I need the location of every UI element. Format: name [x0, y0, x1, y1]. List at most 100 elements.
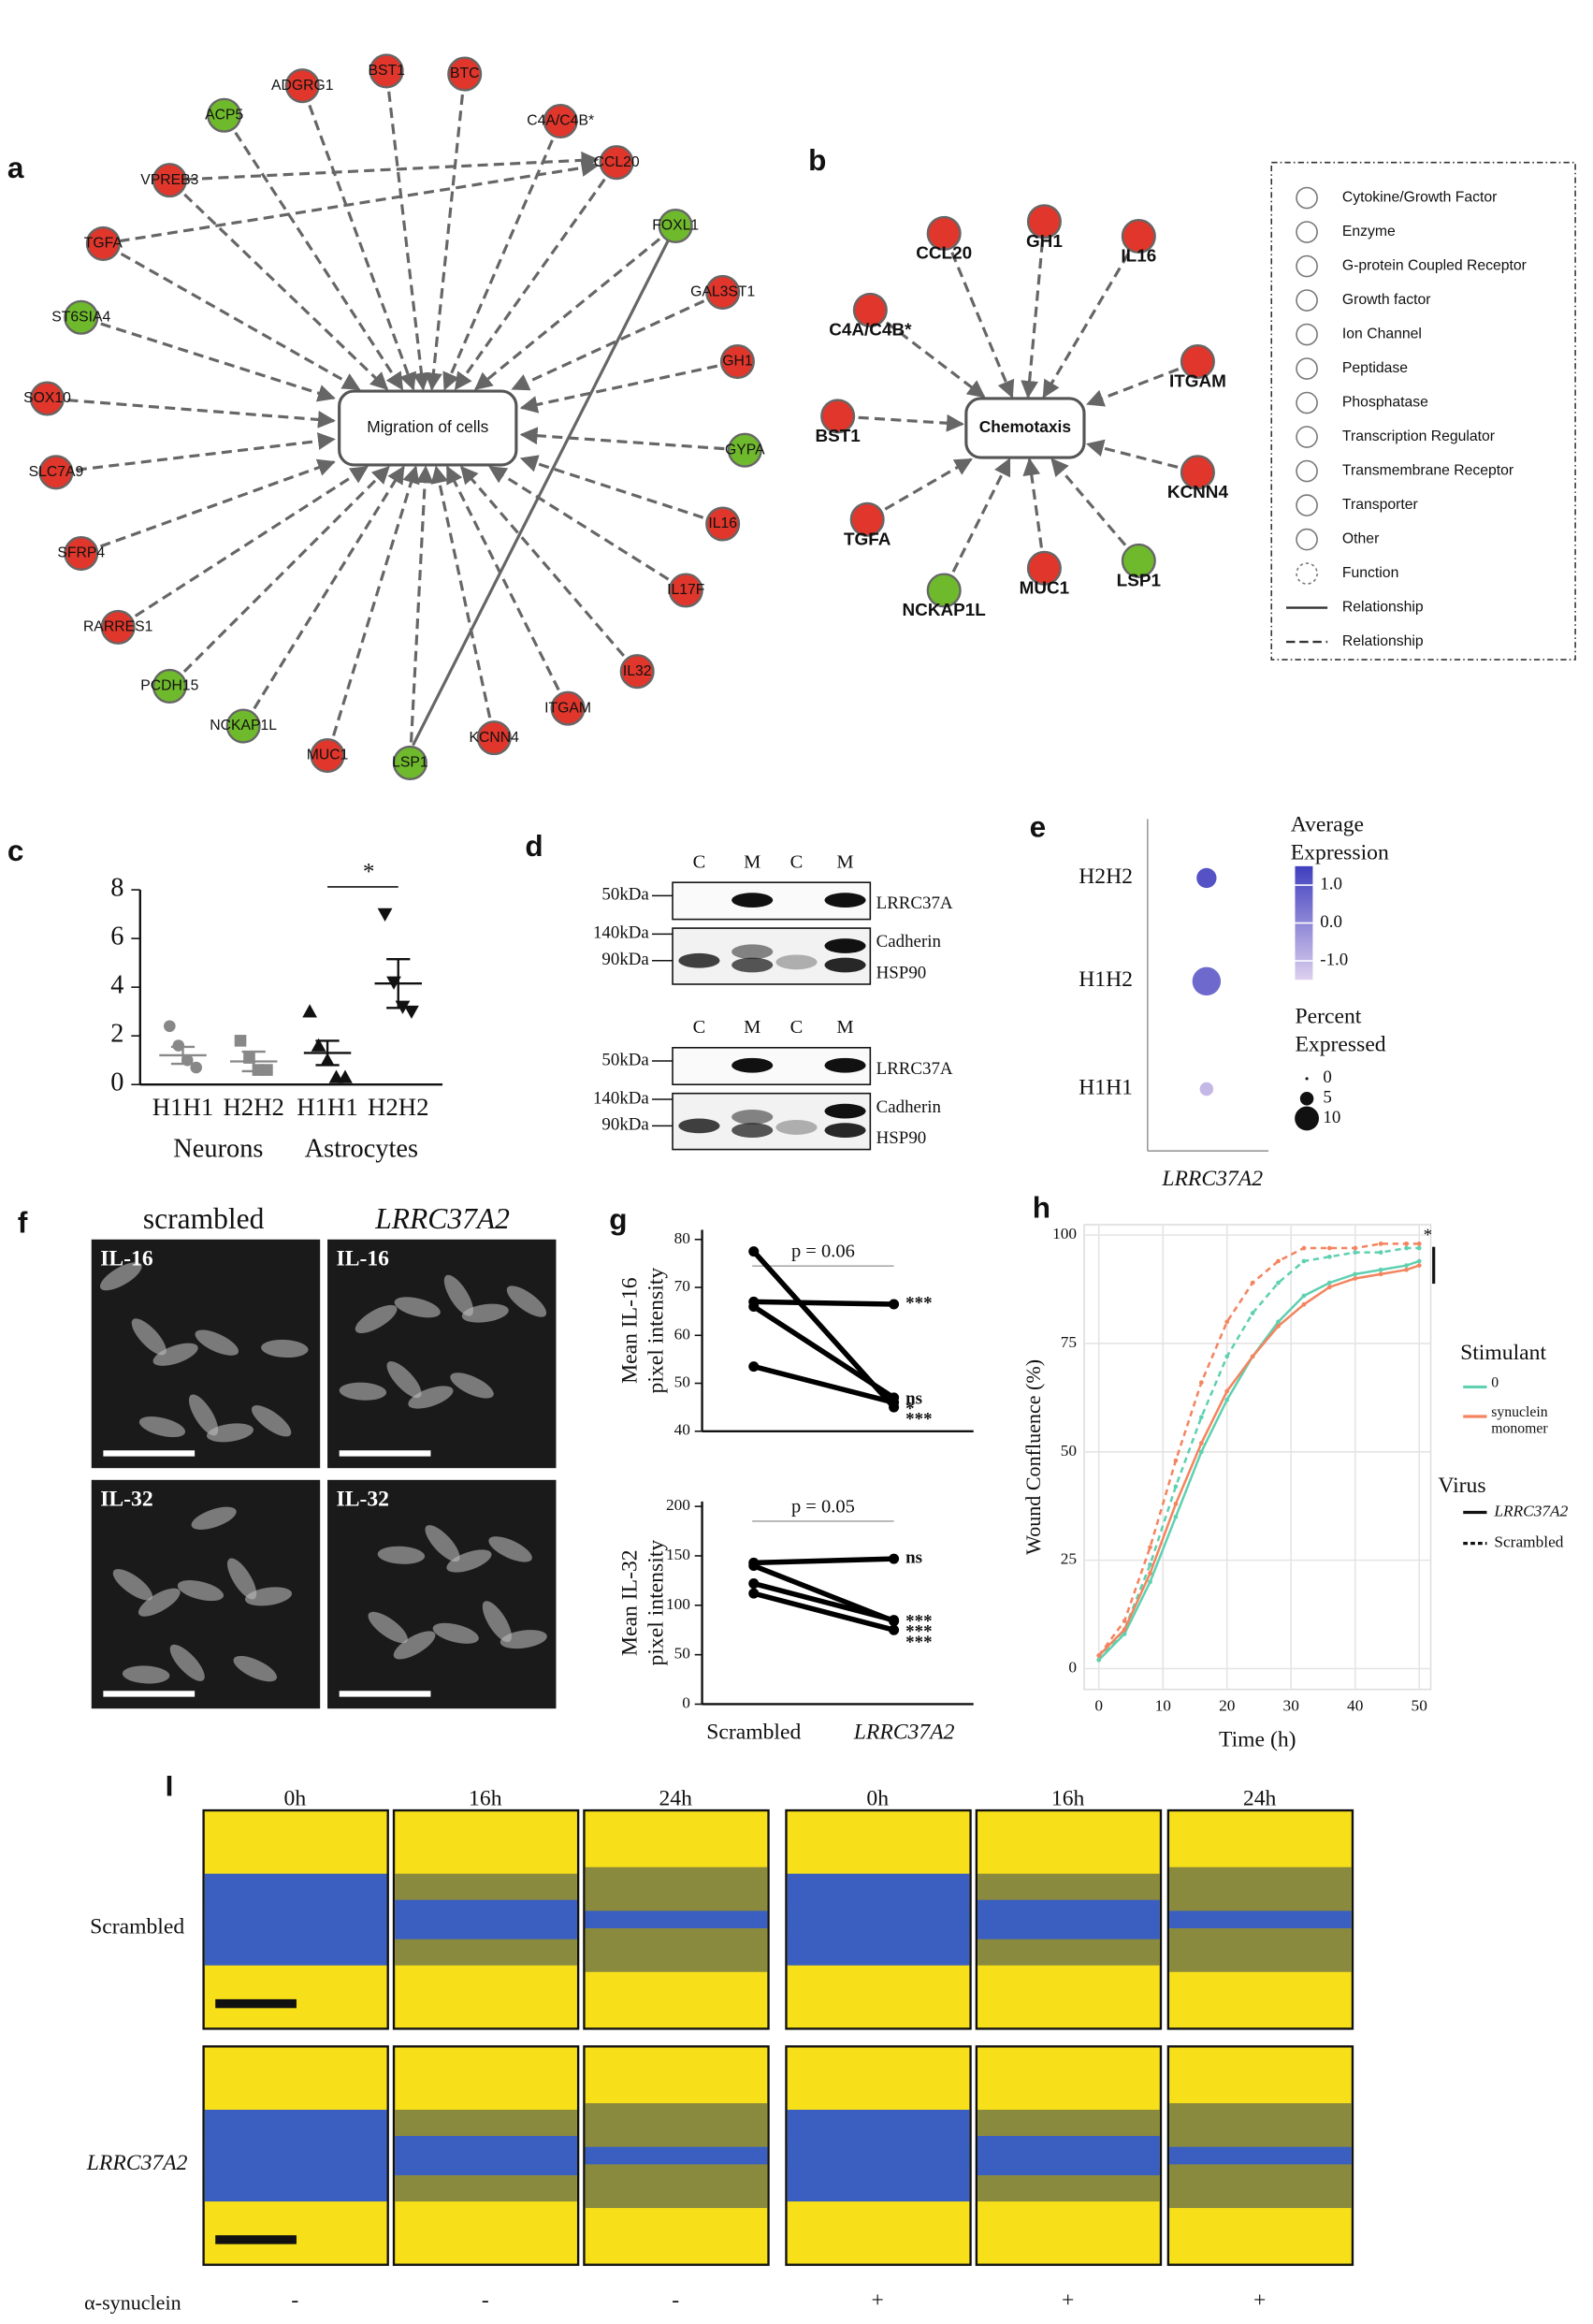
- x-tick-label: H2H2: [368, 1093, 429, 1121]
- column-header: LRRC37A2: [374, 1202, 510, 1235]
- relationship-edge: [951, 458, 1011, 573]
- y-label: Mean IL-32: [617, 1549, 642, 1656]
- series-point: [1198, 1441, 1204, 1445]
- blot-band: [824, 938, 866, 953]
- data-point: [748, 1301, 760, 1313]
- gene-node: [658, 208, 693, 244]
- gene-node: [284, 68, 320, 104]
- panel-label: b: [808, 143, 826, 177]
- x-tick-label: 0: [1094, 1697, 1103, 1715]
- relationship-edge: [76, 432, 336, 472]
- significance-label: ns: [905, 1547, 922, 1567]
- data-point: [889, 1624, 900, 1635]
- cell: [368, 1611, 408, 1644]
- y-tick-label: 50: [1061, 1442, 1077, 1460]
- relationship-edge: [103, 159, 600, 245]
- data-point: [338, 1069, 353, 1083]
- y-tick-label: 8: [110, 874, 123, 903]
- group-label: Neurons: [173, 1135, 263, 1164]
- cell: [261, 1339, 309, 1358]
- series-point: [1148, 1545, 1152, 1550]
- pair-line: [753, 1590, 895, 1633]
- lane-label: C: [693, 851, 706, 872]
- error-bar: [386, 958, 411, 1009]
- series-point: [1353, 1245, 1358, 1251]
- relationship-edge: [474, 238, 661, 390]
- panel-label: I: [166, 1769, 174, 1803]
- significance-label: ***: [905, 1633, 932, 1652]
- y-tick-label: 100: [1052, 1225, 1077, 1242]
- significance-label: ***: [905, 1612, 932, 1632]
- relationship-edge: [488, 465, 670, 581]
- marker-label: 50kDa: [601, 885, 649, 905]
- legend-label: 0: [1491, 1374, 1499, 1392]
- wound-area: [585, 2146, 768, 2165]
- gene-label: NCKAP1L: [903, 601, 986, 620]
- y-tick-label: 75: [1061, 1333, 1077, 1351]
- relationship-edge: [412, 225, 677, 747]
- dot: [1196, 867, 1217, 889]
- cell: [244, 1587, 293, 1606]
- series-line: [1097, 1264, 1420, 1657]
- y-tick-label: 0: [1068, 1658, 1077, 1676]
- wound-area: [978, 2136, 1160, 2176]
- series-point: [1198, 1380, 1204, 1386]
- series-point: [1198, 1415, 1204, 1420]
- y-tick-label: 200: [666, 1496, 690, 1514]
- cell: [443, 1274, 473, 1316]
- column-header: 24h: [1243, 1786, 1277, 1810]
- legend-icon: [1296, 186, 1318, 210]
- gene-label: GH1: [722, 354, 752, 370]
- gene-label: ADGRG1: [271, 78, 334, 94]
- legend-title: Percent: [1295, 1005, 1361, 1029]
- series-point: [1416, 1242, 1422, 1246]
- cell: [506, 1285, 547, 1317]
- column-header: 24h: [659, 1786, 692, 1810]
- column-header: 0h: [284, 1786, 307, 1810]
- gene-node: [849, 501, 885, 537]
- function-label: Migration of cells: [367, 417, 488, 436]
- y-tick-label: 4: [110, 971, 123, 1000]
- legend-label: synuclein monomer: [1491, 1404, 1548, 1438]
- wound-area: [395, 1899, 577, 1939]
- pair-line: [753, 1299, 894, 1307]
- series-point: [1173, 1458, 1179, 1463]
- gene-node: [705, 506, 741, 542]
- data-point: [889, 1397, 900, 1408]
- cell: [425, 1525, 460, 1562]
- data-point: [164, 1020, 176, 1033]
- series-point: [1353, 1271, 1358, 1277]
- gene-node: [619, 654, 655, 690]
- gene-node: [152, 668, 187, 704]
- y-tick-label: 25: [1061, 1550, 1077, 1568]
- gene-node: [719, 344, 755, 380]
- y-tick-label: 100: [666, 1595, 690, 1613]
- y-label: Wound Confluence (%): [1021, 1359, 1045, 1555]
- relationship-edge: [884, 458, 973, 511]
- column-header: 16h: [469, 1786, 502, 1810]
- series-point: [1416, 1245, 1422, 1251]
- gene-node: [1026, 204, 1062, 240]
- colorbar-label: -1.0: [1320, 950, 1348, 969]
- legend-label: Growth factor: [1342, 292, 1431, 308]
- row-label: LRRC37A2: [86, 2151, 188, 2175]
- blot-band: [775, 1120, 818, 1135]
- relationship-edge: [519, 364, 718, 414]
- gene-label: BST1: [368, 63, 404, 79]
- series-point: [1404, 1242, 1409, 1246]
- legend-icon: [1296, 459, 1318, 483]
- legend-label-box: synuclein monomer: [1491, 1404, 1548, 1438]
- gene-label: BST1: [815, 427, 860, 446]
- significance-label: *: [1424, 1226, 1432, 1245]
- relationship-edge: [445, 465, 560, 691]
- gene-label: GAL3ST1: [690, 284, 755, 300]
- lane-label: M: [744, 851, 760, 872]
- gene-label: NCKAP1L: [210, 718, 277, 734]
- gene-label: TGFA: [84, 236, 123, 252]
- series-point: [1276, 1258, 1281, 1264]
- row-label: Scrambled: [90, 1915, 184, 1939]
- data-point: [172, 1039, 185, 1052]
- cell: [386, 1361, 422, 1399]
